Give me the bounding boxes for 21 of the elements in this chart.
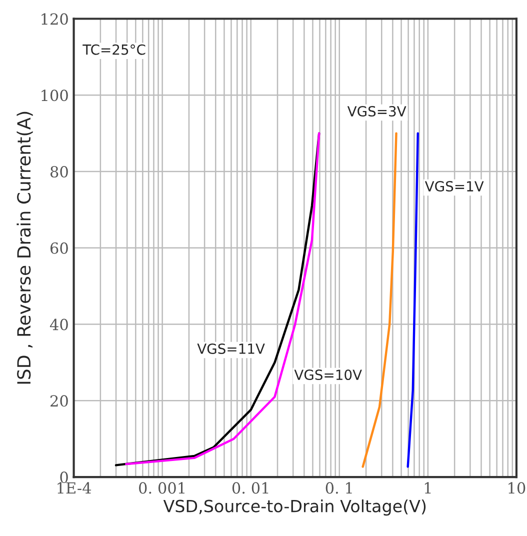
x-tick-label: 0. 01 bbox=[232, 482, 268, 494]
y-tick-label: 0 bbox=[60, 472, 68, 484]
x-tick-label: 10 bbox=[508, 482, 526, 494]
line-series bbox=[406, 132, 419, 468]
y-tick-label: 80 bbox=[50, 166, 68, 178]
x-tick-label: 0. 001 bbox=[139, 482, 184, 494]
y-axis-title: ISD , Reverse Drain Current(A) bbox=[16, 112, 33, 384]
y-tick-label: 120 bbox=[42, 13, 68, 25]
series-label: VGS=3V bbox=[347, 106, 406, 117]
series-label: VGS=1V bbox=[424, 181, 484, 192]
y-tick-label: 40 bbox=[50, 318, 68, 330]
y-tick-label: 60 bbox=[50, 242, 68, 254]
annotation: TC=25°C bbox=[82, 44, 146, 55]
x-axis-title: VSD,Source-to-Drain Voltage(V) bbox=[163, 499, 426, 516]
x-tick-label: 1E-4 bbox=[58, 482, 92, 494]
y-tick-label: 20 bbox=[50, 395, 68, 407]
series-label: VGS=10V bbox=[294, 370, 362, 380]
x-tick-label: 1 bbox=[424, 482, 431, 494]
series-label: VGS=11V bbox=[197, 343, 265, 354]
x-tick-label: 0. 1 bbox=[326, 482, 352, 494]
y-tick-label: 100 bbox=[42, 90, 68, 102]
